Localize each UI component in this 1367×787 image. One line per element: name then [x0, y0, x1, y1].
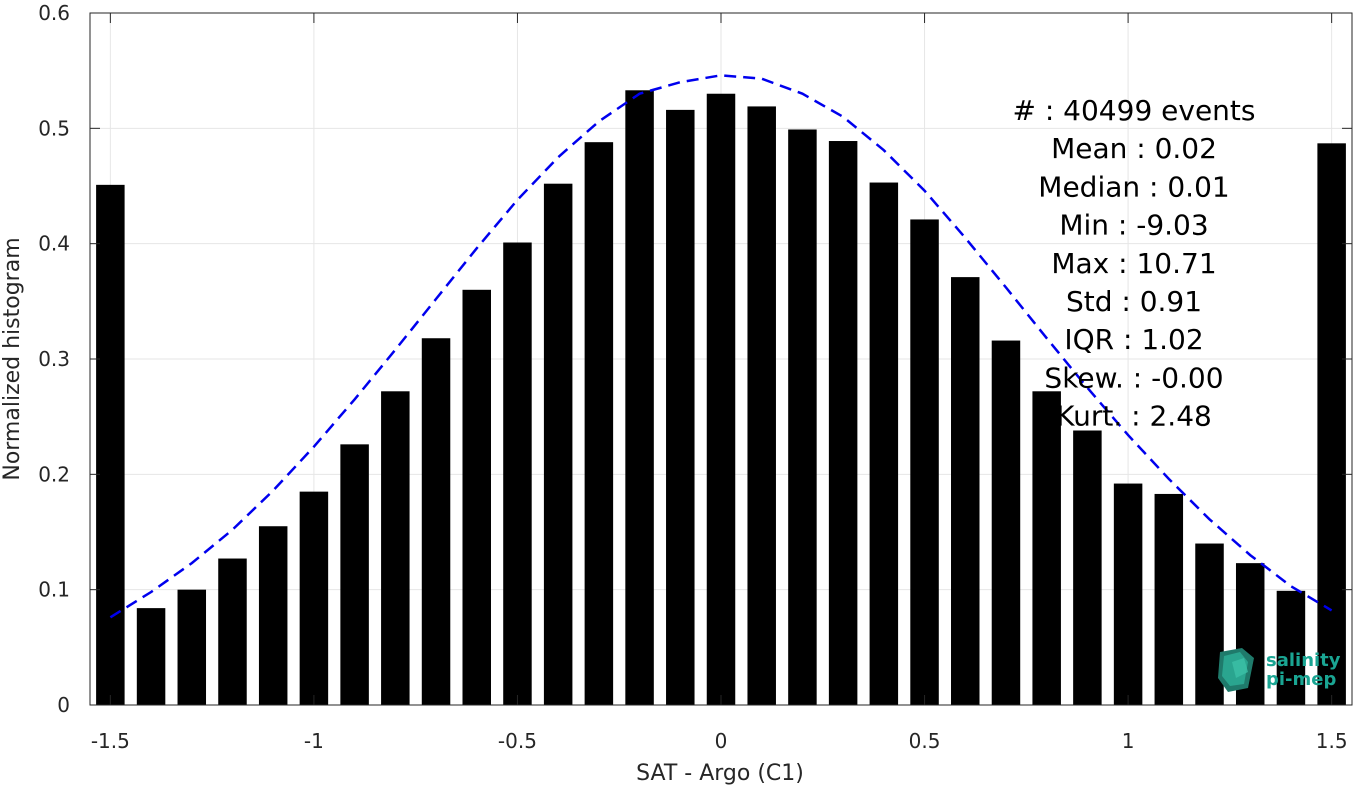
- bar-1: [136, 608, 166, 705]
- y-tick-label-1: 0.1: [38, 578, 70, 602]
- bar-19: [869, 182, 899, 706]
- bar-20: [910, 219, 939, 706]
- x-axis-label: SAT - Argo (C1): [636, 761, 804, 786]
- stat-line-4: Max : 10.71: [1051, 247, 1216, 280]
- stats-box: # : 40499 events Mean : 0.02 Median : 0.01…: [1012, 94, 1255, 433]
- bars: [96, 90, 1346, 706]
- bar-7: [381, 391, 410, 705]
- y-tick-label-4: 0.4: [38, 232, 70, 256]
- x-tick-label-5: 1: [1122, 729, 1135, 753]
- x-tick-label-2: -0.5: [498, 729, 537, 753]
- x-tick-label-0: -1.5: [91, 729, 130, 753]
- bar-10: [503, 242, 532, 705]
- bar-2: [177, 589, 207, 705]
- stat-line-3: Min : -9.03: [1059, 209, 1208, 242]
- y-tick-label-5: 0.5: [38, 116, 70, 140]
- y-tick-label-2: 0.2: [38, 462, 70, 486]
- stat-line-8: Kurt. : 2.48: [1056, 400, 1212, 433]
- stat-line-5: Std : 0.91: [1066, 285, 1202, 318]
- logo: salinity pi-mep: [1218, 648, 1341, 692]
- fit-curve: [109, 74, 1333, 619]
- bar-9: [462, 289, 491, 705]
- bar-15: [706, 93, 736, 705]
- bar-16: [747, 106, 776, 706]
- stat-line-2: Median : 0.01: [1038, 170, 1229, 203]
- bar-29: [1276, 590, 1306, 705]
- stat-line-1: Mean : 0.02: [1051, 132, 1217, 165]
- bar-12: [584, 142, 614, 705]
- stat-line-0: # : 40499 events: [1012, 94, 1255, 127]
- x-tick-label-6: 1.5: [1316, 729, 1348, 753]
- logo-line2: pi-mep: [1266, 669, 1336, 690]
- bar-11: [543, 183, 573, 705]
- axes: [89, 12, 1353, 706]
- bar-30: [1317, 143, 1346, 705]
- x-tick-label-4: 0.5: [909, 729, 941, 753]
- bar-6: [340, 444, 369, 705]
- bar-0: [96, 184, 125, 705]
- bar-18: [828, 141, 858, 705]
- bar-13: [625, 90, 654, 706]
- bar-26: [1154, 493, 1184, 705]
- tick-labels: -1.5 -1 -0.5 0 0.5 1 1.5 0 0.1 0.2 0.3 0.4 0.5 0.6: [38, 1, 1347, 753]
- bar-8: [421, 338, 451, 705]
- logo-icon: [1218, 648, 1254, 692]
- y-tick-label-0: 0: [57, 693, 70, 717]
- stat-line-7: Skew. : -0.00: [1044, 361, 1223, 394]
- bar-25: [1113, 483, 1143, 705]
- bar-24: [1073, 430, 1102, 705]
- bar-5: [299, 491, 329, 705]
- bar-3: [218, 558, 247, 705]
- x-tick-label-1: -1: [304, 729, 324, 753]
- bar-14: [666, 109, 695, 705]
- bar-22: [991, 340, 1021, 705]
- bar-27: [1195, 543, 1224, 705]
- logo-line1: salinity: [1266, 650, 1341, 671]
- bar-17: [788, 129, 817, 705]
- y-tick-label-6: 0.6: [38, 1, 70, 25]
- y-axis-label: Normalized histogram: [0, 237, 25, 480]
- x-tick-label-3: 0: [715, 729, 728, 753]
- gaussian-fit-line: [109, 74, 1333, 619]
- stat-line-6: IQR : 1.02: [1064, 323, 1203, 356]
- bar-4: [258, 526, 288, 705]
- y-tick-label-3: 0.3: [38, 347, 70, 371]
- bar-23: [1032, 391, 1061, 705]
- bar-21: [951, 277, 980, 705]
